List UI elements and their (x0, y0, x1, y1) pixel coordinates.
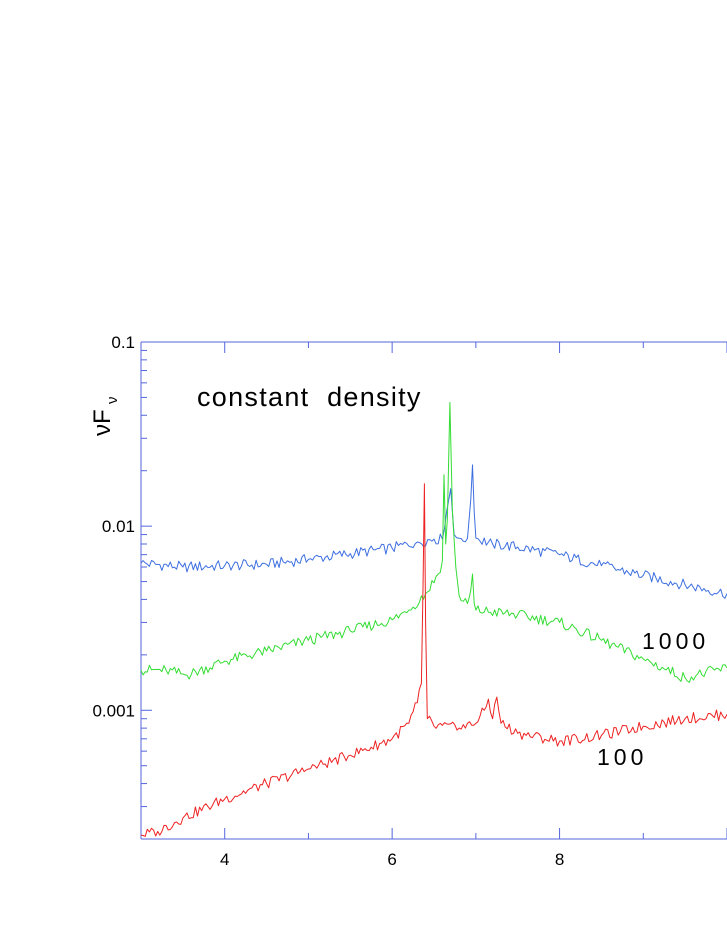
y-tick-label: 0.01 (102, 517, 135, 536)
axes: 4 6 8 0.1 0.01 0.001 (92, 333, 727, 869)
x-tick-label: 6 (387, 850, 396, 869)
series-line-2 (140, 401, 727, 683)
y-axis-label: νF ν (89, 397, 121, 437)
y-tick-label: 0.1 (111, 333, 135, 352)
x-tick-label: 8 (555, 850, 564, 869)
y-tick-label: 0.001 (92, 701, 135, 720)
annotation-1000: 1000 (642, 628, 709, 654)
y-axis-label-subscript: ν (104, 397, 121, 405)
annotation-100: 100 (597, 744, 647, 770)
series-group (140, 401, 727, 837)
y-axis-label-main: νF (89, 409, 116, 436)
annotation-constant-density: constant density (197, 382, 422, 412)
x-tick-label: 4 (220, 850, 229, 869)
series-line-3 (140, 483, 727, 837)
series-line-1 (140, 464, 727, 599)
